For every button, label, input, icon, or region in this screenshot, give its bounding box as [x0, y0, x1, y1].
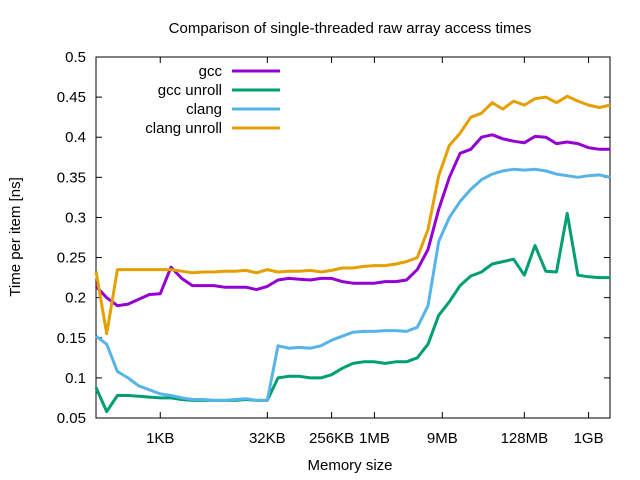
y-tick-label: 0.5 [65, 49, 86, 66]
legend-label-clang-unroll: clang unroll [145, 120, 222, 137]
x-tick-label: 256KB [309, 430, 354, 447]
x-tick-label: 1MB [359, 430, 390, 447]
series-line-gcc-unroll [94, 211, 610, 414]
y-tick-label: 0.3 [65, 209, 86, 226]
y-tick-label: 0.2 [65, 290, 86, 307]
x-tick-label: 32KB [249, 430, 286, 447]
y-tick-label: 0.05 [57, 410, 86, 427]
legend-label-gcc-unroll: gcc unroll [158, 82, 222, 99]
x-tick-label: 1GB [574, 430, 604, 447]
y-tick-label: 0.1 [65, 370, 86, 387]
x-axis: 1KB 32KB 256KB 1MB 9MB 128MB 1GB [146, 57, 604, 447]
y-tick-label: 0.45 [57, 89, 86, 106]
legend-label-gcc: gcc [199, 63, 223, 80]
series-lines [94, 94, 611, 414]
legend: gcc gcc unroll clang clang unroll [145, 63, 280, 137]
x-tick-label: 1KB [146, 430, 174, 447]
y-tick-label: 0.15 [57, 330, 86, 347]
x-axis-label: Memory size [307, 457, 392, 474]
series-line-clang-unroll [94, 94, 611, 336]
y-tick-label: 0.35 [57, 169, 86, 186]
y-tick-label: 0.25 [57, 250, 86, 267]
y-axis-label: Time per item [ns] [7, 177, 24, 296]
x-tick-label: 128MB [501, 430, 549, 447]
series-line-gcc [94, 133, 610, 308]
y-axis: 0.05 0.1 0.15 0.2 0.25 0.3 0.35 0.4 0.45 0.5 [57, 49, 610, 427]
plot-frame [95, 56, 611, 419]
chart-title: Comparison of single-threaded raw array … [169, 20, 532, 37]
legend-label-clang: clang [186, 101, 222, 118]
y-tick-label: 0.4 [65, 129, 86, 146]
x-tick-label: 9MB [427, 430, 458, 447]
series-line-clang [95, 167, 611, 402]
